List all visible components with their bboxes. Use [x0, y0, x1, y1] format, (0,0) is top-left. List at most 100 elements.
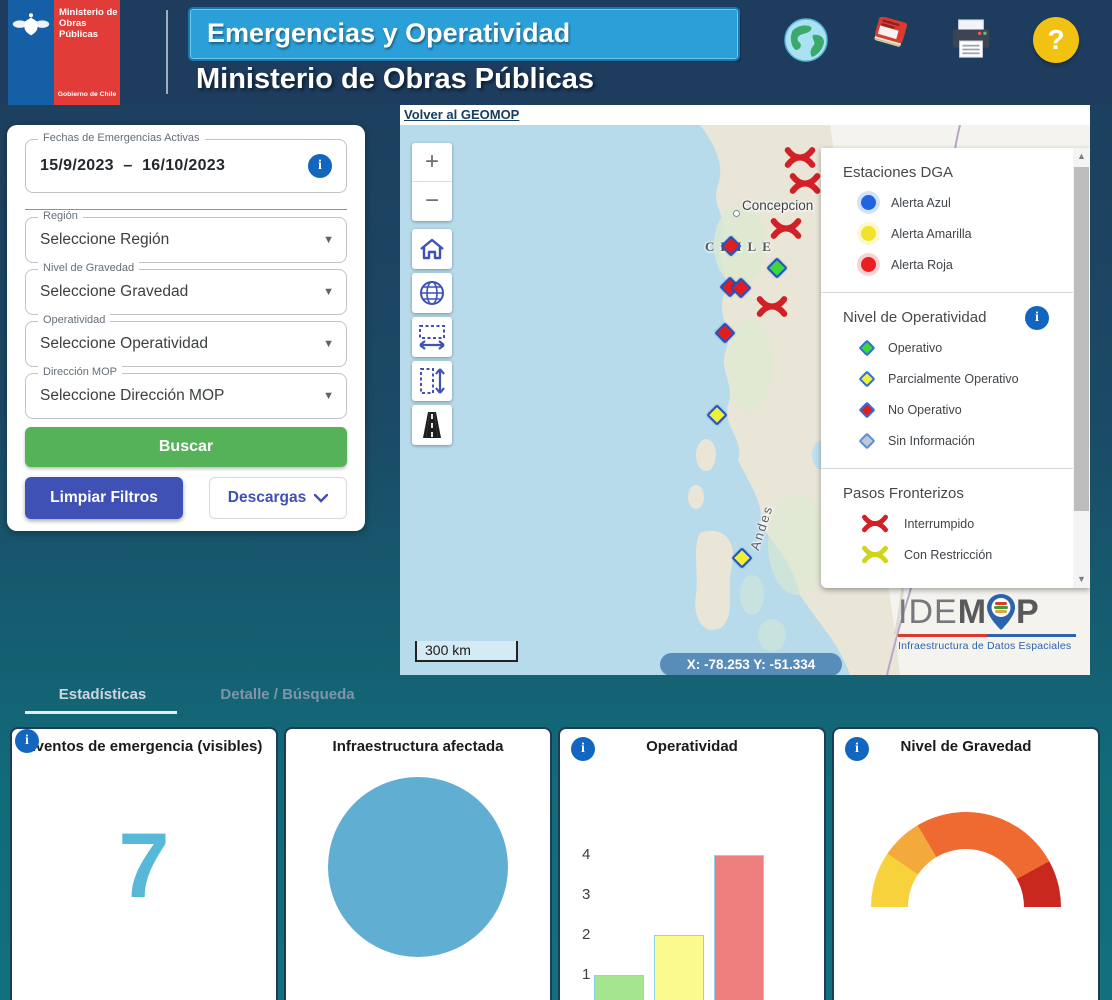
- bar-2[interactable]: [714, 855, 764, 1000]
- header: Ministerio de Obras Públicas Gobierno de…: [0, 0, 1112, 105]
- severity-gauge-chart[interactable]: [871, 812, 1061, 907]
- legend-section-label: Pasos Fronterizos: [843, 485, 964, 502]
- legend-item: Alerta Azul: [821, 187, 1073, 218]
- card-title: Eventos de emergencia (visibles): [25, 738, 263, 755]
- chevron-down-icon: ▼: [323, 286, 334, 298]
- scroll-up-icon[interactable]: ▲: [1077, 151, 1086, 161]
- legend-bowtie-icon: [861, 545, 889, 564]
- legend-bowtie-icon: [861, 514, 889, 533]
- map-marker-border-crossing[interactable]: [756, 296, 788, 323]
- info-icon[interactable]: i: [308, 154, 332, 178]
- measure-width-button[interactable]: [412, 317, 452, 357]
- map-top-strip: Volver al GEOMOP: [400, 105, 1090, 125]
- measure-height-button[interactable]: [412, 361, 452, 401]
- info-icon[interactable]: i: [1025, 306, 1049, 330]
- zoom-out-button[interactable]: −: [424, 187, 439, 214]
- legend-diamond-icon: [858, 432, 876, 449]
- filter-value: Seleccione Gravedad: [40, 283, 189, 300]
- legend-item: Alerta Amarilla: [821, 218, 1073, 249]
- bar-1[interactable]: [654, 935, 704, 1000]
- app-subtitle: Ministerio de Obras Públicas: [196, 63, 595, 95]
- filter-select-region[interactable]: Región Seleccione Región ▼: [25, 210, 347, 263]
- idemop-logo: IDE M P Infraestructura de Datos Espacial…: [898, 593, 1088, 652]
- filter-label: Dirección MOP: [38, 366, 122, 378]
- gobierno-de-chile-logo[interactable]: Ministerio de Obras Públicas Gobierno de…: [8, 0, 120, 105]
- logo-government-text: Gobierno de Chile: [57, 91, 117, 98]
- idemop-tagline: Infraestructura de Datos Espaciales: [898, 640, 1072, 652]
- operatividad-bar-chart[interactable]: 4 3 2 1: [574, 815, 814, 1000]
- card-operatividad: i Operatividad 4 3 2 1: [558, 727, 826, 1000]
- scroll-down-icon[interactable]: ▼: [1077, 574, 1086, 584]
- bar-0[interactable]: [594, 975, 644, 1000]
- filter-select-nivel-de-gravedad[interactable]: Nivel de Gravedad Seleccione Gravedad ▼: [25, 262, 347, 315]
- search-button[interactable]: Buscar: [25, 427, 347, 467]
- filter-select-direccion-mop[interactable]: Dirección MOP Seleccione Dirección MOP ▼: [25, 366, 347, 419]
- manual-book-icon[interactable]: [866, 17, 912, 63]
- filter-value: Seleccione Dirección MOP: [40, 387, 225, 404]
- legend-diamond-icon: [858, 339, 876, 356]
- date-range-value[interactable]: 15/9/2023 – 16/10/2023: [40, 157, 226, 174]
- y-axis-tick: 2: [582, 926, 591, 943]
- legend-section-label: Estaciones DGA: [843, 164, 954, 181]
- map-canvas[interactable]: Concepcion CHILE Andes + −: [400, 125, 1090, 675]
- back-to-geomop-link[interactable]: Volver al GEOMOP: [404, 107, 520, 122]
- map-marker-border-crossing[interactable]: [789, 173, 821, 200]
- map-marker-border-crossing[interactable]: [784, 147, 816, 174]
- chevron-down-icon: [314, 493, 329, 503]
- coat-of-arms-icon: [12, 13, 50, 36]
- legend-diamond-icon: [858, 401, 876, 418]
- filter-value: Seleccione Operatividad: [40, 335, 209, 352]
- filter-value: Seleccione Región: [40, 231, 170, 248]
- help-icon[interactable]: ?: [1033, 17, 1079, 63]
- legend-item-label: Alerta Amarilla: [891, 226, 972, 241]
- legend-panel: Estaciones DGA Alerta Azul Alerta Amarilla…: [821, 148, 1090, 588]
- idemop-p-text: P: [1016, 593, 1039, 631]
- info-icon[interactable]: i: [845, 737, 869, 761]
- legend-item-label: Con Restricción: [904, 547, 993, 562]
- globe-icon[interactable]: [783, 17, 829, 63]
- legend-section-label: Nivel de Operatividad: [843, 309, 987, 326]
- legend-scrollbar[interactable]: ▲ ▼: [1073, 148, 1090, 588]
- filter-select-operatividad[interactable]: Operatividad Seleccione Operatividad ▼: [25, 314, 347, 367]
- y-axis-tick: 3: [582, 886, 591, 903]
- y-axis-tick: 4: [582, 846, 591, 863]
- legend-item: Parcialmente Operativo: [821, 363, 1073, 394]
- info-icon[interactable]: i: [571, 737, 595, 761]
- print-icon[interactable]: [948, 17, 994, 63]
- legend-content: Estaciones DGA Alerta Azul Alerta Amarilla…: [821, 148, 1073, 588]
- info-icon[interactable]: i: [15, 729, 39, 753]
- zoom-in-button[interactable]: +: [412, 143, 452, 182]
- idemop-m-text: M: [957, 593, 987, 631]
- header-separator: [166, 10, 168, 94]
- legend-section-title: Estaciones DGA: [843, 164, 1073, 181]
- tab-estadisticas[interactable]: Estadísticas: [58, 686, 147, 703]
- legend-item: No Operativo: [821, 394, 1073, 425]
- logo-blue-panel: [8, 0, 54, 105]
- card-infraestructura-afectada: Infraestructura afectada: [284, 727, 552, 1000]
- map-label-country: CHILE: [705, 239, 777, 255]
- legend-item-label: Alerta Roja: [891, 257, 953, 272]
- clear-filters-button[interactable]: Limpiar Filtros: [25, 477, 183, 519]
- legend-item: Sin Información: [821, 425, 1073, 456]
- filter-label: Región: [38, 210, 83, 222]
- bottom-tabs: Estadísticas Detalle / Búsqueda: [10, 686, 380, 713]
- home-extent-button[interactable]: [412, 229, 452, 269]
- date-range-field[interactable]: Fechas de Emergencias Activas 15/9/2023 …: [25, 132, 347, 193]
- logo-red-panel: Ministerio de Obras Públicas Gobierno de…: [54, 0, 120, 105]
- card-eventos-emergencia: i Eventos de emergencia (visibles) 7: [10, 727, 278, 1000]
- legend-item-label: Alerta Azul: [891, 195, 951, 210]
- app-title-box: Emergencias y Operatividad: [188, 7, 740, 61]
- legend-divider: [821, 468, 1073, 469]
- infrastructure-pie-chart[interactable]: [328, 777, 508, 957]
- downloads-button[interactable]: Descargas: [209, 477, 347, 519]
- scrollbar-thumb[interactable]: [1074, 167, 1089, 511]
- filters-panel: Fechas de Emergencias Activas 15/9/2023 …: [7, 125, 365, 531]
- map-marker-border-crossing[interactable]: [770, 218, 802, 245]
- chevron-down-icon: ▼: [323, 338, 334, 350]
- idemop-pin-icon: [987, 594, 1016, 630]
- basemap-globe-button[interactable]: [412, 273, 452, 313]
- roads-layer-button[interactable]: [412, 405, 452, 445]
- filter-label: Nivel de Gravedad: [38, 262, 140, 274]
- tab-detalle-busqueda[interactable]: Detalle / Búsqueda: [220, 686, 355, 703]
